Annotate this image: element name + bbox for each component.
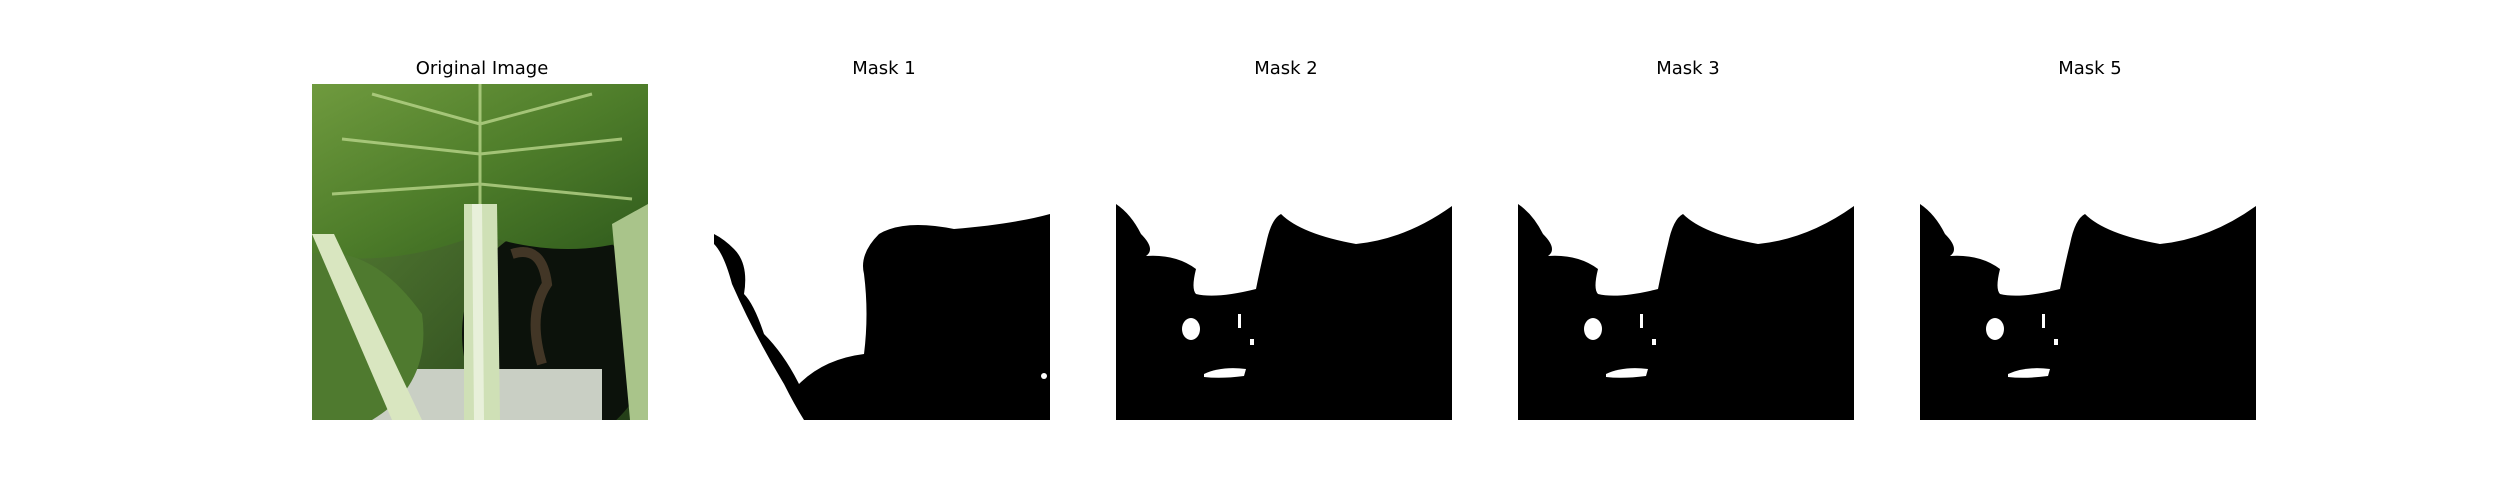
panel-title-mask-1: Mask 1 <box>852 58 916 79</box>
panel-title-mask-5: Mask 5 <box>2058 58 2122 79</box>
mask-2-image <box>1116 84 1452 420</box>
panel-title-mask-3: Mask 3 <box>1656 58 1720 79</box>
original-image <box>312 84 648 420</box>
mask-3-image <box>1518 84 1854 420</box>
mask-5-image <box>1920 84 2256 420</box>
panel-title-mask-2: Mask 2 <box>1254 58 1318 79</box>
mask-1-image <box>714 84 1050 420</box>
panel-title-original: Original Image <box>415 58 549 79</box>
